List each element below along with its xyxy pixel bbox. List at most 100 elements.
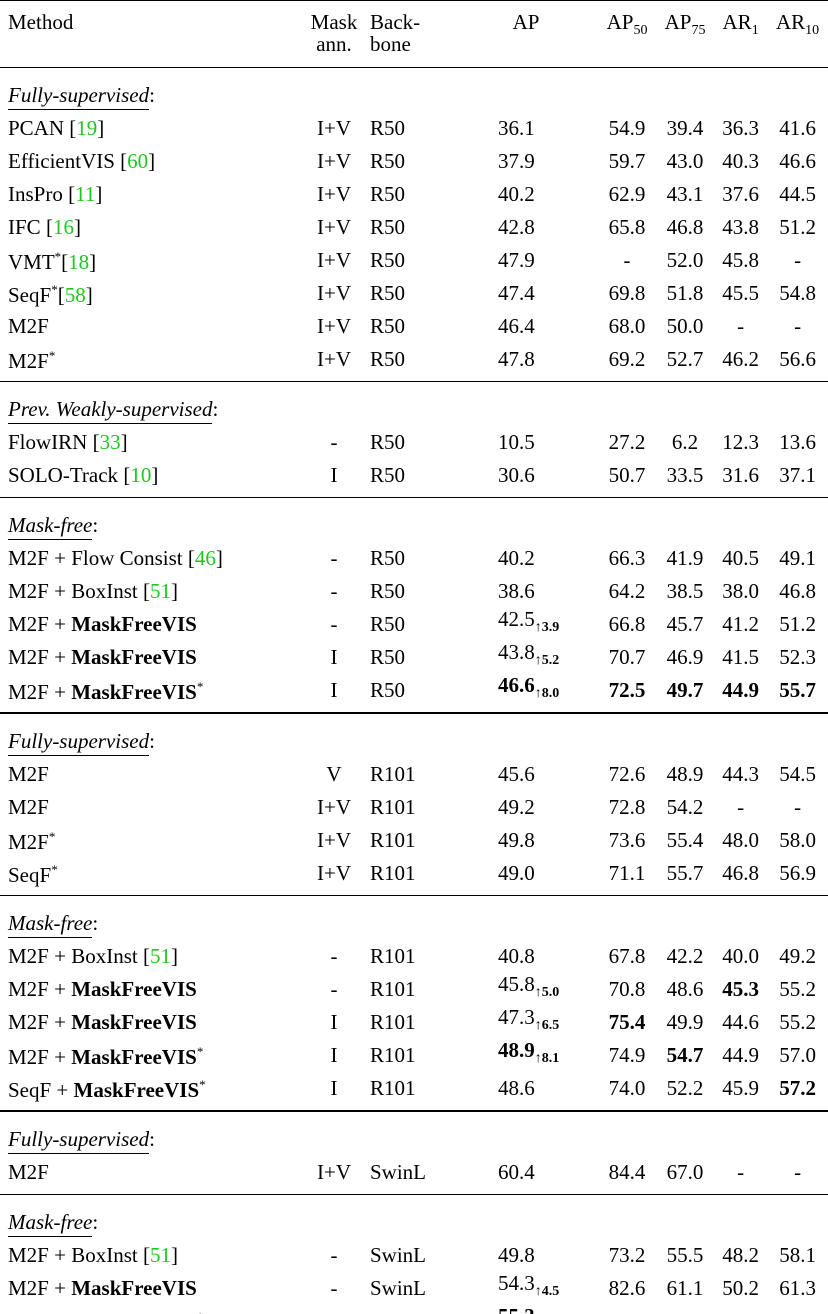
ar1-value: 44.3	[722, 761, 759, 786]
ap-cell: 48.9↑8.1	[454, 1038, 598, 1071]
ap-cell: 46.6↑8.0	[454, 673, 598, 713]
section-title: Fully-supervised	[8, 728, 150, 756]
citation-link[interactable]: 51	[149, 578, 171, 603]
citation-link[interactable]: 58	[64, 283, 86, 307]
ar1-cell: 48.0	[714, 823, 767, 856]
ar1-cell: 50.2	[714, 1271, 767, 1304]
ar1-value: -	[737, 1159, 745, 1184]
ap-value: 40.2	[498, 181, 535, 206]
ap50-value: 74.9	[608, 1042, 646, 1067]
ap-value: 47.9	[498, 247, 535, 272]
ap-value: 55.3	[498, 1304, 535, 1314]
ap75-value: 48.6	[666, 976, 704, 1001]
ar1-cell: 44.3	[714, 757, 767, 790]
method-cell: FlowIRN [33]	[8, 429, 128, 454]
method-name: M2F +	[8, 1275, 72, 1300]
backbone-cell: R50	[370, 545, 406, 570]
method-cell: M2F + MaskFreeVIS	[0, 972, 302, 1005]
ar1-cell: -	[714, 1155, 767, 1195]
citation-link[interactable]: 51	[149, 1242, 171, 1267]
citation-link[interactable]: 10	[130, 462, 152, 487]
citation-link[interactable]: 60	[127, 148, 149, 173]
ar10-value: 62.2	[779, 1309, 816, 1314]
ar10-cell: 51.2	[767, 607, 828, 640]
citation-link[interactable]: 11	[75, 181, 96, 206]
ar10-value: -	[794, 313, 802, 338]
method-name: M2F +	[8, 680, 72, 704]
method-cell: SeqF*	[0, 856, 302, 896]
ap50-cell: 73.6	[598, 823, 656, 856]
method-name: SeqF	[8, 283, 52, 307]
section-header-cell: Prev. Weakly-supervised:	[0, 382, 828, 426]
ap75-cell: 60.8	[656, 1304, 714, 1314]
method-cell: M2F + BoxInst [51]	[8, 943, 178, 968]
mask-ann-cell: I	[330, 677, 338, 702]
star-mark: *	[196, 1044, 204, 1059]
table-row: M2F + MaskFreeVIS - SwinL 54.3↑4.5 82.6 61.1 5…	[0, 1271, 828, 1304]
ap-cell: 38.6	[454, 574, 598, 607]
citation-link[interactable]: 19	[76, 115, 98, 140]
ap50-cell: 75.4	[598, 1005, 656, 1038]
ar1-value: 46.8	[722, 860, 759, 885]
ar10-value: 58.1	[779, 1242, 816, 1267]
method-name: EfficientVIS	[8, 148, 121, 173]
method-name-bold: MaskFreeVIS	[73, 1078, 200, 1102]
method-name: M2F +	[8, 611, 72, 636]
ap-value: 40.8	[498, 943, 535, 968]
citation-link[interactable]: 51	[149, 943, 171, 968]
ar1-value: 44.6	[722, 1009, 759, 1034]
ar1-value: 41.5	[722, 644, 759, 669]
ap50-cell: 72.6	[598, 757, 656, 790]
ar10-value: 57.0	[779, 1042, 816, 1067]
citation-link[interactable]: 33	[99, 429, 121, 454]
header-row: Method Mask ann. Back-bone AP AP50 AP75 A…	[0, 0, 828, 68]
table-row: SOLO-Track [10] I R50 30.6 50.7 33.5 31.6 37.1	[0, 458, 828, 498]
ap50-cell: 82.5	[598, 1304, 656, 1314]
ar1-cell: 45.3	[714, 972, 767, 1005]
backbone-cell: R50	[370, 429, 406, 454]
backbone-cell: R101	[370, 1009, 416, 1034]
ap75-value: 43.0	[666, 148, 704, 173]
ap75-value: 46.8	[666, 214, 704, 239]
header-mask-ann: Mask ann.	[302, 1, 366, 68]
method-cell: M2F + MaskFreeVIS*	[0, 1038, 302, 1071]
ap75-value: 55.5	[666, 1242, 704, 1267]
citation-link[interactable]: 46	[194, 545, 216, 570]
ar1-cell: -	[714, 309, 767, 342]
section-header-row: Fully-supervised:	[0, 713, 828, 757]
method-name: InsPro	[8, 181, 69, 206]
ap50-cell: 72.8	[598, 790, 656, 823]
mask-ann-cell: I+V	[316, 1159, 351, 1184]
ap-cell: 40.2	[454, 541, 598, 574]
ar1-cell: 45.9	[714, 1071, 767, 1111]
ap50-cell: 59.7	[598, 144, 656, 177]
ar10-value: 44.5	[779, 181, 816, 206]
ar10-cell: -	[767, 309, 828, 342]
citation-link[interactable]: 16	[52, 214, 74, 239]
ap75-cell: 43.0	[656, 144, 714, 177]
method-name: M2F	[8, 794, 49, 819]
method-cell: M2F + MaskFreeVIS*	[0, 673, 302, 713]
mask-ann-cell: I	[330, 1009, 338, 1034]
table-row: M2F* I+V R101 49.8 73.6 55.4 48.0 58.0	[0, 823, 828, 856]
ap-cell: 43.8↑5.2	[454, 640, 598, 673]
ap-value: 49.2	[498, 794, 535, 819]
ar10-cell: 41.6	[767, 111, 828, 144]
table-row: M2F + MaskFreeVIS - R101 45.8↑5.0 70.8 48.6 45…	[0, 972, 828, 1005]
ar10-cell: 56.9	[767, 856, 828, 896]
ar1-cell: 44.6	[714, 1005, 767, 1038]
ap50-cell: 70.7	[598, 640, 656, 673]
header-method: Method	[8, 10, 74, 34]
table-row: M2F + MaskFreeVIS* I R50 46.6↑8.0 72.5 49.7 44…	[0, 673, 828, 713]
ap50-cell: 69.2	[598, 342, 656, 382]
ap75-cell: 55.4	[656, 823, 714, 856]
citation-link[interactable]: 18	[68, 250, 90, 274]
ar10-value: 49.1	[779, 545, 816, 570]
ap75-cell: 50.0	[656, 309, 714, 342]
ar10-cell: -	[767, 1155, 828, 1195]
ap50-value: 27.2	[608, 429, 646, 454]
ap75-cell: 52.7	[656, 342, 714, 382]
method-cell: M2F + MaskFreeVIS	[0, 1005, 302, 1038]
section-header-row: Fully-supervised:	[0, 1111, 828, 1155]
ar1-cell: 44.9	[714, 673, 767, 713]
